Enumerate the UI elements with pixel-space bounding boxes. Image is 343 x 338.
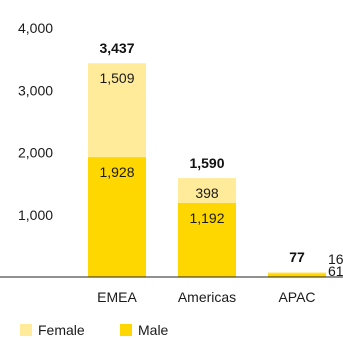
bars bbox=[88, 63, 326, 277]
legend-swatch-male bbox=[120, 324, 132, 336]
legend-label-male: Male bbox=[138, 322, 169, 338]
segment-label-male: 1,928 bbox=[99, 164, 134, 180]
segment-label-female: 398 bbox=[195, 185, 219, 201]
y-tick-label: 3,000 bbox=[18, 82, 53, 98]
bar-segment-female bbox=[268, 272, 326, 274]
y-axis-ticks: 1,000 2,000 3,000 4,000 bbox=[18, 20, 53, 223]
bar-segment-male bbox=[178, 202, 236, 277]
legend-swatch-female bbox=[20, 324, 32, 336]
total-label: 3,437 bbox=[99, 40, 134, 56]
bar-segment-male bbox=[268, 273, 326, 277]
y-tick-label: 4,000 bbox=[18, 20, 53, 36]
segment-label-male: 1,192 bbox=[189, 210, 224, 226]
segment-label-female: 16 bbox=[328, 251, 343, 267]
x-axis-categories: EMEA Americas APAC bbox=[97, 289, 315, 305]
segment-label-male: 61 bbox=[328, 263, 343, 279]
bar-segment-female bbox=[178, 178, 236, 203]
legend-label-female: Female bbox=[38, 322, 85, 338]
category-label: APAC bbox=[278, 289, 315, 305]
y-tick-label: 1,000 bbox=[18, 207, 53, 223]
legend: Female Male bbox=[20, 322, 169, 338]
category-label: Americas bbox=[178, 289, 236, 305]
total-label: 77 bbox=[289, 249, 305, 265]
bar-segment-female bbox=[88, 63, 146, 158]
bar-segment-male bbox=[88, 157, 146, 277]
y-tick-label: 2,000 bbox=[18, 145, 53, 161]
category-label: EMEA bbox=[97, 289, 137, 305]
total-label: 1,590 bbox=[189, 155, 224, 171]
segment-label-female: 1,509 bbox=[99, 70, 134, 86]
